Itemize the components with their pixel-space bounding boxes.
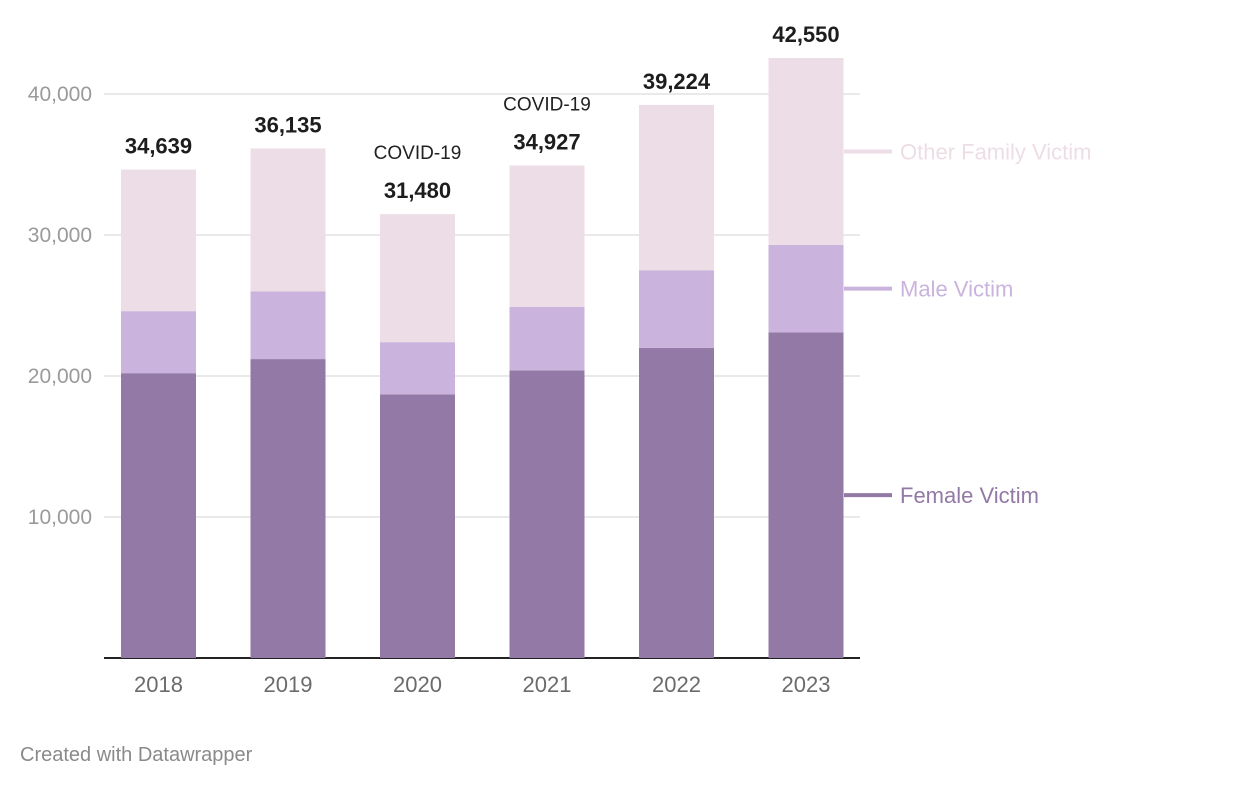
total-label: 34,639 bbox=[125, 134, 192, 159]
bar-segment-other-family-victim bbox=[768, 58, 844, 245]
bar-segment-other-family-victim bbox=[250, 148, 326, 292]
total-label: 39,224 bbox=[643, 69, 711, 94]
annotation-label: COVID-19 bbox=[503, 95, 591, 116]
total-label: 36,135 bbox=[254, 112, 321, 137]
bar-segment-female-victim bbox=[250, 359, 326, 658]
x-tick-label: 2021 bbox=[523, 672, 572, 697]
bar-segment-female-victim bbox=[380, 394, 455, 658]
bar-segment-other-family-victim bbox=[380, 214, 455, 343]
total-label: 42,550 bbox=[772, 22, 839, 47]
bar-segment-other-family-victim bbox=[509, 165, 585, 307]
bar-segment-male-victim bbox=[380, 342, 455, 395]
bar-segment-male-victim bbox=[509, 306, 585, 371]
bar-segment-male-victim bbox=[768, 244, 844, 333]
y-tick-label: 40,000 bbox=[28, 83, 92, 106]
bar-segment-other-family-victim bbox=[121, 169, 196, 312]
labels: 34,639 2018 36,135 2019 31,480 COVID-19 2020 34… bbox=[125, 22, 840, 697]
y-tick-label: 30,000 bbox=[28, 224, 92, 247]
legend: Female Victim Male Victim Other Family Vic… bbox=[844, 139, 1092, 508]
bar-segment-female-victim bbox=[121, 373, 196, 658]
total-label: 31,480 bbox=[384, 178, 451, 203]
credit-text: Created with Datawrapper bbox=[20, 744, 253, 766]
y-tick-label: 20,000 bbox=[28, 365, 92, 388]
legend-label: Male Victim bbox=[900, 277, 1013, 302]
bar-segment-other-family-victim bbox=[639, 104, 714, 271]
bar-segment-female-victim bbox=[768, 332, 844, 658]
gridlines: 10,000 20,000 30,000 40,000 bbox=[28, 83, 860, 659]
x-tick-label: 2018 bbox=[134, 672, 183, 697]
annotation-label: COVID-19 bbox=[374, 143, 462, 164]
legend-label: Other Family Victim bbox=[900, 139, 1092, 164]
bars bbox=[121, 58, 844, 658]
bar-segment-male-victim bbox=[121, 311, 196, 374]
legend-label: Female Victim bbox=[900, 483, 1039, 508]
y-tick-label: 10,000 bbox=[28, 506, 92, 529]
bar-segment-male-victim bbox=[250, 291, 326, 360]
x-tick-label: 2022 bbox=[652, 672, 701, 697]
bar-segment-female-victim bbox=[639, 347, 714, 658]
x-tick-label: 2019 bbox=[264, 672, 313, 697]
bar-segment-female-victim bbox=[509, 370, 585, 658]
x-tick-label: 2023 bbox=[782, 672, 831, 697]
bar-segment-male-victim bbox=[639, 270, 714, 348]
x-tick-label: 2020 bbox=[393, 672, 442, 697]
total-label: 34,927 bbox=[513, 130, 580, 155]
